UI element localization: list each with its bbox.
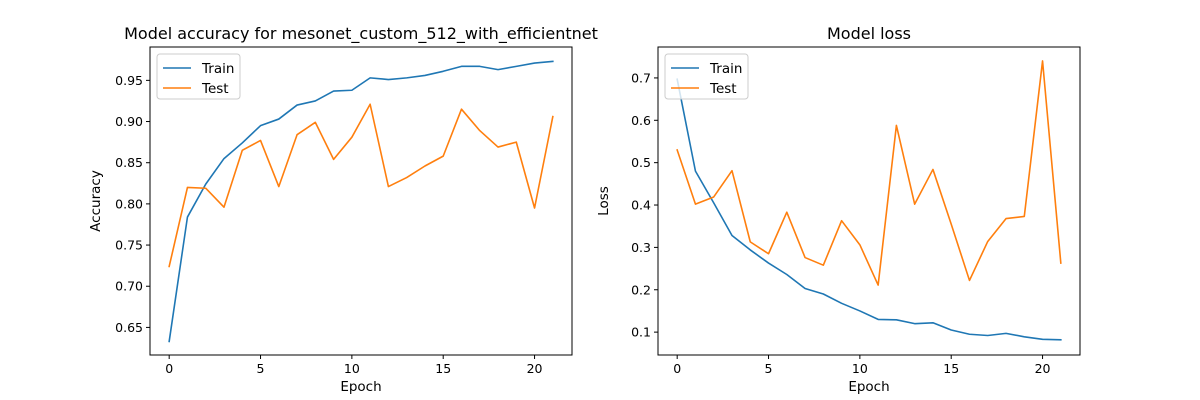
series-line-test xyxy=(676,60,1062,286)
y-tick-label: 0.2 xyxy=(631,282,651,297)
x-tick-label: 20 xyxy=(527,361,543,376)
legend-label-test: Test xyxy=(201,81,229,97)
y-axis-label: Accuracy xyxy=(88,170,104,232)
chart-title: Model accuracy for mesonet_custom_512_wi… xyxy=(124,24,598,44)
y-tick-label: 0.75 xyxy=(115,238,143,253)
y-tick-label: 0.3 xyxy=(631,240,651,255)
y-tick-label: 0.7 xyxy=(631,70,651,85)
x-tick-label: 0 xyxy=(165,361,173,376)
x-tick-label: 10 xyxy=(852,361,868,376)
y-tick-label: 0.80 xyxy=(115,196,143,211)
y-tick-label: 0.70 xyxy=(115,279,143,294)
y-tick-label: 0.1 xyxy=(631,325,651,340)
x-tick-label: 15 xyxy=(435,361,451,376)
y-tick-label: 0.4 xyxy=(631,198,651,213)
x-tick-label: 0 xyxy=(673,361,681,376)
legend: Train Test xyxy=(156,53,241,100)
accuracy-chart: Model accuracy for mesonet_custom_512_wi… xyxy=(88,24,598,395)
legend-label-test: Test xyxy=(709,81,737,97)
x-tick-label: 10 xyxy=(344,361,360,376)
legend-label-train: Train xyxy=(709,61,742,77)
series-line-test xyxy=(168,103,554,268)
chart-title: Model loss xyxy=(827,24,911,43)
x-tick-label: 5 xyxy=(257,361,265,376)
legend-label-train: Train xyxy=(201,61,234,77)
x-axis-label: Epoch xyxy=(848,379,889,395)
series-line-train xyxy=(676,78,1062,341)
y-tick-label: 0.85 xyxy=(115,155,143,170)
x-axis-label: Epoch xyxy=(340,379,381,395)
plot-frame xyxy=(149,46,573,356)
legend: Train Test xyxy=(664,53,749,100)
y-tick-label: 0.90 xyxy=(115,114,143,129)
x-tick-label: 15 xyxy=(943,361,959,376)
y-tick-label: 0.6 xyxy=(631,113,651,128)
plot-frame xyxy=(657,46,1081,356)
y-axis-label: Loss xyxy=(596,186,612,216)
y-tick-label: 0.5 xyxy=(631,155,651,170)
loss-chart: Model loss 0 5 10 15 20 0.1 0.2 0.3 0.4 0.5 0.6 0.7 E… xyxy=(596,24,1081,395)
x-tick-label: 20 xyxy=(1035,361,1051,376)
x-tick-label: 5 xyxy=(765,361,773,376)
y-tick-label: 0.95 xyxy=(115,73,143,88)
y-tick-label: 0.65 xyxy=(115,320,143,335)
series-line-train xyxy=(168,60,554,343)
